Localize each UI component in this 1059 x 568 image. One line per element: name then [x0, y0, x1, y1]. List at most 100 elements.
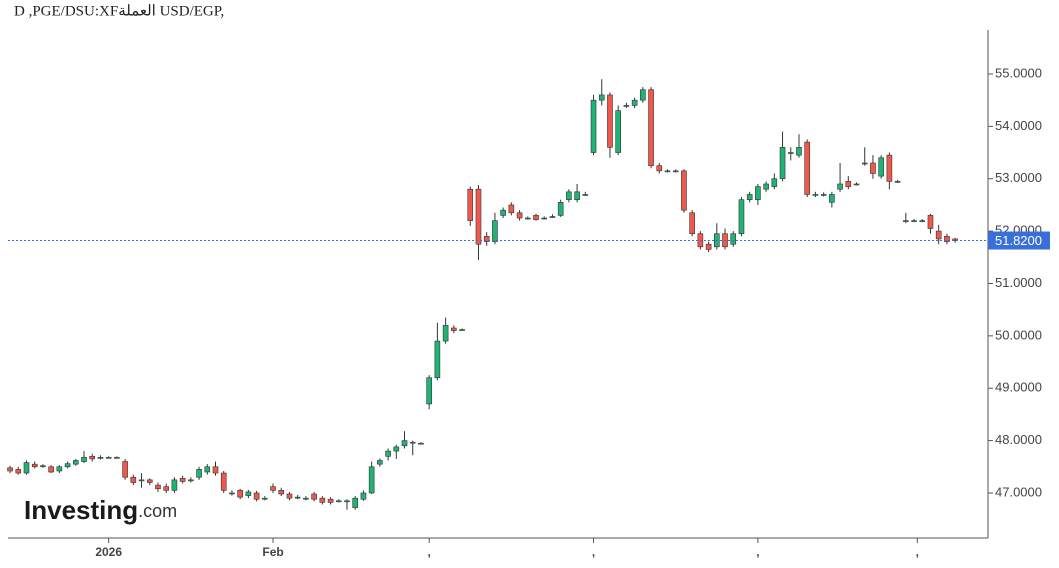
candle-body: [311, 493, 317, 500]
candle-body: [648, 89, 654, 166]
candle-body: [401, 440, 408, 447]
candle-body: [541, 217, 548, 220]
candle-body: [492, 220, 498, 242]
current-price-label: 51.8200: [995, 233, 1042, 248]
candle-body: [48, 466, 54, 473]
y-tick-label: 50.0000: [995, 327, 1042, 342]
candle-body: [779, 147, 786, 180]
watermark-suffix: .com: [138, 501, 177, 521]
candle-body: [944, 236, 950, 242]
y-tick-label: 51.0000: [995, 275, 1042, 290]
candle-body: [886, 154, 893, 182]
candle-body: [385, 450, 391, 457]
candle-body: [319, 497, 326, 503]
x-tick-label: ,: [916, 545, 919, 559]
candle-body: [155, 484, 161, 490]
candle-body: [97, 457, 104, 459]
candle-body: [533, 215, 539, 220]
candle-body: [146, 479, 153, 483]
candle-body: [853, 183, 860, 186]
candle-body: [278, 490, 285, 495]
candle-body: [911, 220, 917, 222]
y-tick-label: 53.0000: [995, 170, 1042, 185]
candle-body: [516, 212, 523, 219]
candle-body: [294, 496, 301, 499]
candle-body: [894, 181, 901, 183]
watermark: Investing.com: [24, 495, 177, 525]
candle-body: [919, 220, 926, 222]
candle-body: [952, 238, 958, 241]
candle-body: [442, 325, 449, 342]
candle-body: [878, 157, 884, 177]
candle-body: [89, 456, 96, 460]
x-tick-label: ,: [428, 545, 431, 559]
candle-body: [451, 327, 457, 331]
candle-body: [138, 479, 145, 482]
candle-body: [171, 479, 178, 491]
candle-body: [335, 500, 342, 503]
candle-body: [861, 162, 868, 165]
candle-body: [566, 191, 572, 200]
candle-body: [434, 340, 441, 379]
candle-body: [81, 457, 87, 462]
candle-body: [393, 446, 400, 452]
candle-body: [163, 486, 169, 491]
y-tick-label: 54.0000: [995, 118, 1042, 133]
y-tick-label: 47.0000: [995, 484, 1042, 499]
candle-body: [344, 500, 350, 503]
candle-body: [623, 105, 630, 107]
candle-body: [459, 329, 465, 331]
candle-body: [615, 110, 621, 153]
candle-body: [607, 94, 613, 148]
candle-body: [179, 477, 186, 482]
candle-body: [253, 492, 260, 500]
candle-body: [574, 191, 580, 200]
watermark-name: Investing: [24, 495, 138, 525]
candle-body: [500, 209, 506, 216]
candle-body: [23, 462, 30, 474]
candle-body: [31, 463, 38, 468]
candle-body: [508, 204, 515, 214]
candle-body: [220, 472, 227, 491]
candle-body: [771, 178, 778, 187]
candle-body: [196, 469, 202, 478]
candle-body: [368, 466, 375, 494]
candle-body: [927, 215, 934, 229]
candle-body: [286, 493, 293, 499]
candle-body: [360, 492, 367, 500]
candle-body: [270, 486, 276, 491]
x-tick-label: ,: [756, 545, 759, 559]
candle-body: [409, 441, 416, 444]
candle-body: [640, 89, 646, 101]
candle-body: [475, 188, 482, 245]
candle-body: [105, 457, 112, 459]
candle-body: [418, 442, 424, 445]
candle-body: [631, 99, 638, 106]
candle-body: [467, 188, 474, 221]
candle-body: [903, 220, 909, 222]
current-price-box: [988, 231, 1050, 250]
candle-body: [935, 230, 942, 240]
candle-body: [56, 466, 63, 472]
candle-body: [755, 186, 761, 200]
candle-body: [352, 497, 359, 508]
y-tick-label: 55.0000: [995, 65, 1042, 80]
y-tick-label: 49.0000: [995, 380, 1042, 395]
candle-body: [787, 152, 794, 154]
candle-body: [483, 236, 490, 242]
candle-body: [812, 194, 819, 196]
candle-body: [524, 217, 531, 220]
candle-body: [204, 466, 211, 473]
candle-body: [426, 377, 432, 405]
candle-body: [262, 497, 268, 500]
candle-body: [598, 94, 605, 101]
candle-body: [820, 194, 827, 196]
candle-body: [681, 170, 687, 211]
candle-body: [705, 243, 712, 250]
candle-body: [656, 165, 663, 172]
chart-title: D ,PGE/DSU:XFالعملة USD/EGP,: [14, 3, 224, 19]
candle-body: [237, 490, 243, 498]
candle-body: [188, 479, 194, 482]
